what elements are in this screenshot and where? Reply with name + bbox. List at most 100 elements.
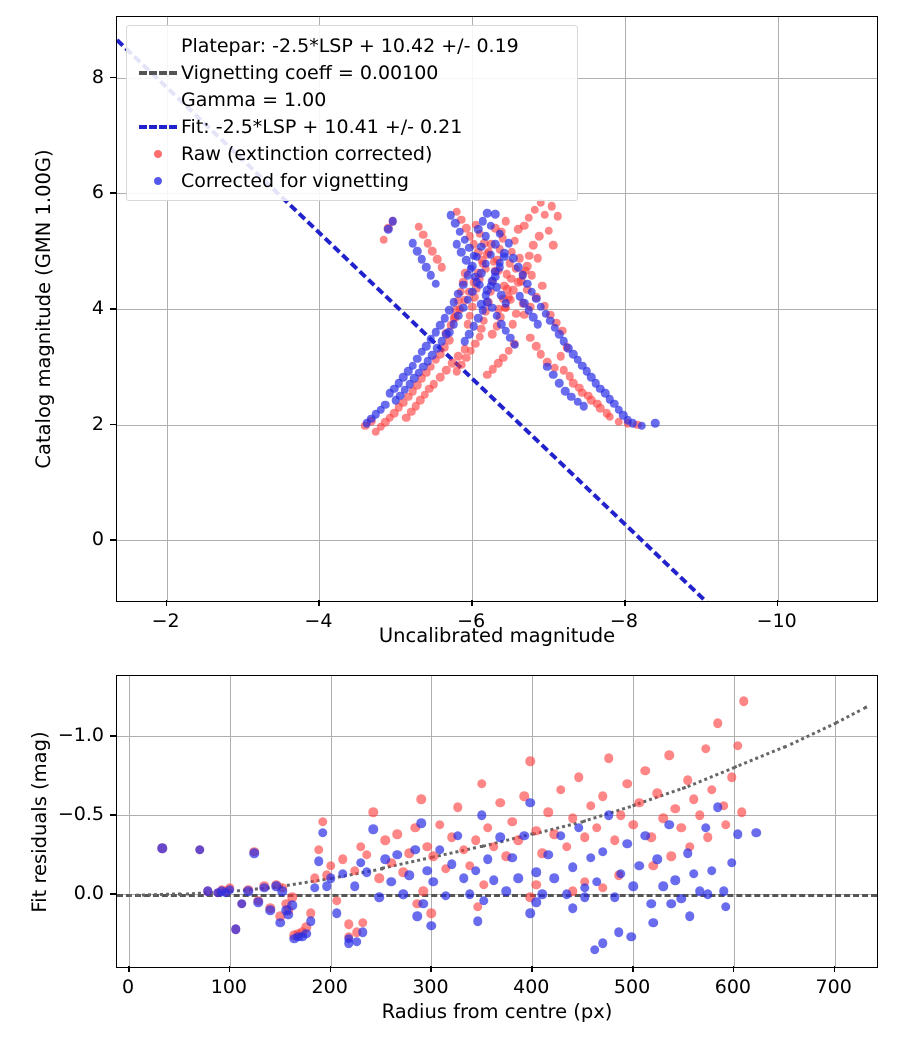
- data-point-raw: [550, 363, 559, 373]
- data-point-raw: [428, 246, 437, 256]
- data-point-corrected: [466, 264, 475, 273]
- data-point-raw: [465, 231, 475, 241]
- data-point-corrected: [536, 302, 546, 311]
- data-point-raw: [415, 396, 425, 405]
- vignetting-model-curve: [833, 705, 868, 725]
- data-point-corrected: [467, 287, 477, 296]
- data-point-corrected: [321, 881, 332, 892]
- data-point-corrected: [431, 327, 440, 337]
- data-point-corrected: [410, 845, 421, 855]
- ytick-label: 2: [91, 412, 104, 435]
- data-point-corrected: [500, 249, 509, 258]
- ytick: [110, 539, 116, 541]
- data-point-corrected: [458, 303, 468, 313]
- data-point-raw: [428, 851, 439, 862]
- data-point-corrected: [555, 378, 564, 388]
- data-point-raw: [573, 772, 584, 782]
- data-point-corrected: [275, 917, 286, 928]
- gridline-horizontal: [117, 815, 877, 817]
- data-point-corrected: [568, 349, 578, 359]
- data-point-raw: [477, 324, 486, 333]
- data-point-raw: [419, 230, 428, 240]
- data-point-corrected: [533, 319, 543, 329]
- data-point-corrected: [358, 927, 368, 937]
- data-point-raw: [331, 895, 342, 906]
- data-point-raw: [458, 845, 469, 855]
- data-point-raw: [403, 392, 413, 402]
- data-point-corrected: [451, 219, 460, 228]
- data-point-corrected: [391, 396, 401, 405]
- xtick: [430, 966, 433, 972]
- data-point-corrected: [598, 846, 608, 857]
- data-point-corrected: [598, 938, 608, 949]
- data-point-raw: [507, 247, 517, 256]
- data-point-corrected: [585, 853, 596, 863]
- data-point-raw: [465, 311, 475, 321]
- data-point-corrected: [634, 861, 644, 871]
- data-point-corrected: [619, 411, 628, 420]
- data-point-raw: [532, 341, 541, 351]
- data-point-corrected: [541, 309, 550, 318]
- data-point-raw: [505, 259, 514, 268]
- data-point-raw: [376, 422, 385, 432]
- data-point-corrected: [471, 865, 481, 876]
- data-point-raw: [317, 816, 328, 827]
- data-point-corrected: [477, 810, 487, 820]
- data-point-raw: [301, 922, 312, 933]
- data-point-raw: [549, 829, 560, 839]
- data-point-raw: [508, 319, 517, 329]
- data-point-corrected: [609, 399, 619, 409]
- top-panel-legend: Platepar: -2.5*LSP + 10.42 +/- 0.19 Vigne…: [126, 25, 578, 201]
- data-point-corrected: [446, 859, 457, 869]
- data-point-corrected: [362, 867, 372, 877]
- data-point-raw: [414, 222, 423, 232]
- data-point-corrected: [400, 385, 410, 395]
- data-point-corrected: [440, 891, 451, 901]
- legend-label: Corrected for vignetting: [181, 169, 409, 192]
- data-point-corrected: [504, 238, 514, 248]
- xtick: [128, 966, 130, 972]
- data-point-corrected: [519, 830, 529, 841]
- data-point-raw: [616, 810, 626, 820]
- data-point-corrected: [392, 849, 402, 860]
- data-point-corrected: [628, 419, 637, 428]
- data-point-raw: [488, 364, 498, 374]
- data-point-corrected: [412, 911, 423, 922]
- data-point-raw: [522, 285, 532, 295]
- data-point-corrected: [486, 221, 495, 230]
- data-point-corrected: [506, 333, 515, 343]
- data-point-raw: [700, 744, 711, 754]
- data-point-raw: [495, 797, 505, 808]
- data-point-raw: [399, 398, 408, 407]
- data-point-corrected: [495, 263, 504, 272]
- data-point-corrected: [394, 378, 404, 388]
- data-point-corrected: [385, 389, 394, 398]
- data-point-corrected: [463, 271, 472, 280]
- data-point-raw: [502, 270, 511, 279]
- ytick-label: 8: [91, 65, 104, 88]
- data-point-raw: [548, 241, 558, 250]
- legend-key-blue-dash: [135, 124, 181, 129]
- data-point-corrected: [416, 818, 427, 828]
- data-point-corrected: [495, 258, 504, 267]
- data-point-corrected: [470, 272, 480, 281]
- xtick-label: −2: [151, 610, 180, 632]
- data-point-raw: [380, 418, 390, 427]
- data-point-corrected: [426, 271, 436, 280]
- data-point-corrected: [338, 868, 348, 879]
- data-point-raw: [739, 696, 749, 707]
- data-point-corrected: [457, 248, 466, 257]
- data-point-corrected: [441, 330, 451, 339]
- data-point-corrected: [706, 865, 717, 876]
- gridline-vertical: [532, 676, 534, 967]
- data-point-corrected: [487, 303, 497, 313]
- data-point-corrected: [356, 857, 366, 868]
- data-point-raw: [498, 234, 507, 243]
- gridline-vertical: [330, 676, 332, 967]
- data-point-corrected: [495, 832, 505, 843]
- data-point-corrected: [561, 889, 572, 899]
- data-point-raw: [406, 407, 416, 417]
- data-point-raw: [465, 861, 475, 871]
- data-point-corrected: [414, 368, 423, 377]
- data-point-raw: [404, 848, 415, 858]
